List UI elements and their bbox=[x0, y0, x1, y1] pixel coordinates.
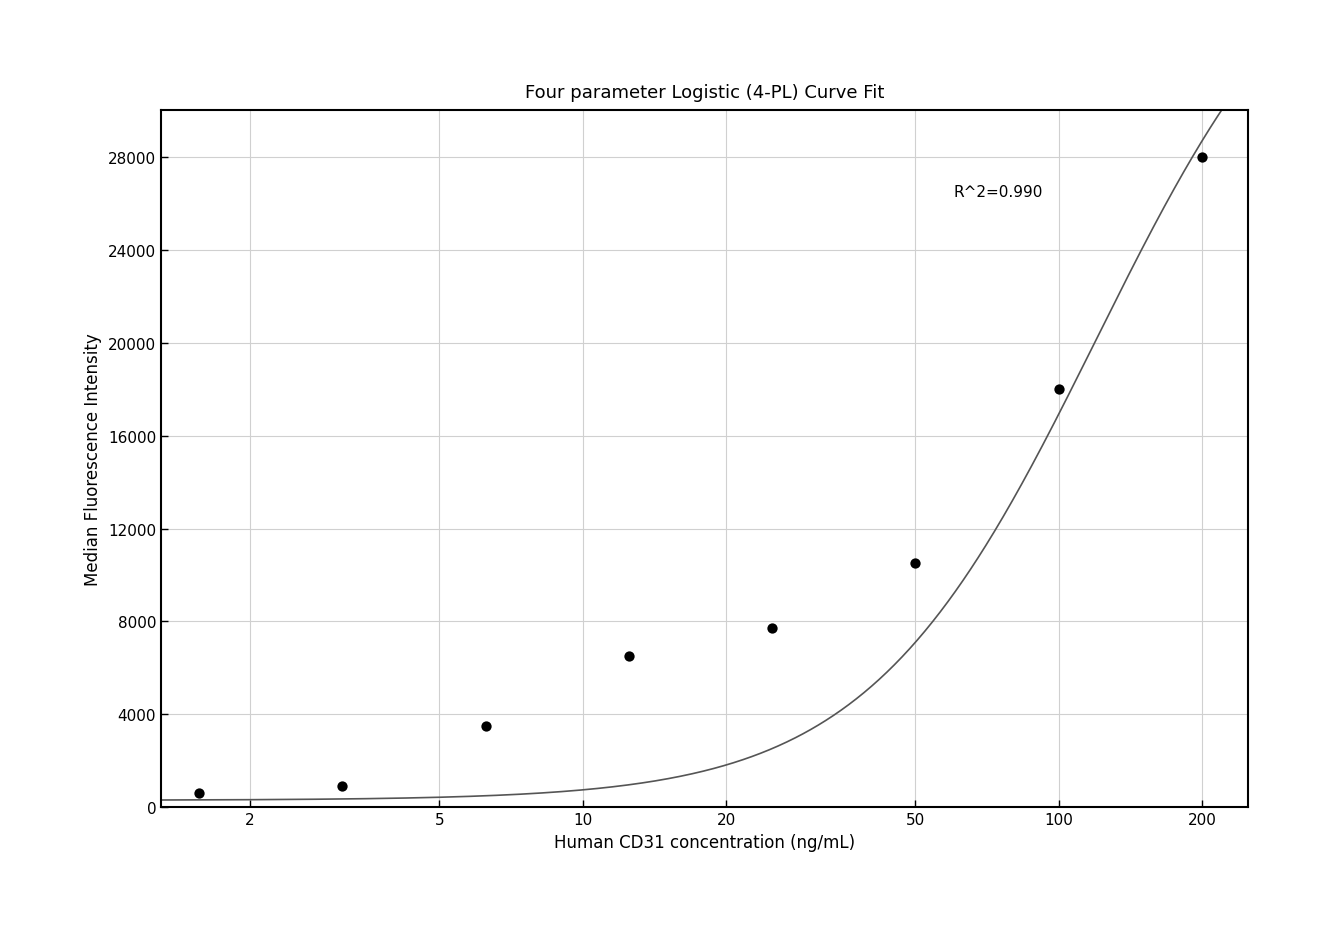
Point bbox=[188, 786, 209, 801]
Point bbox=[619, 650, 640, 664]
Text: R^2=0.990: R^2=0.990 bbox=[953, 185, 1043, 200]
Point bbox=[1048, 382, 1070, 397]
Point bbox=[331, 780, 353, 794]
X-axis label: Human CD31 concentration (ng/mL): Human CD31 concentration (ng/mL) bbox=[554, 832, 855, 851]
Point bbox=[475, 718, 497, 733]
Point bbox=[905, 557, 926, 572]
Point bbox=[1192, 150, 1213, 165]
Point bbox=[761, 622, 782, 637]
Title: Four parameter Logistic (4-PL) Curve Fit: Four parameter Logistic (4-PL) Curve Fit bbox=[525, 84, 884, 101]
Y-axis label: Median Fluorescence Intensity: Median Fluorescence Intensity bbox=[85, 333, 102, 586]
